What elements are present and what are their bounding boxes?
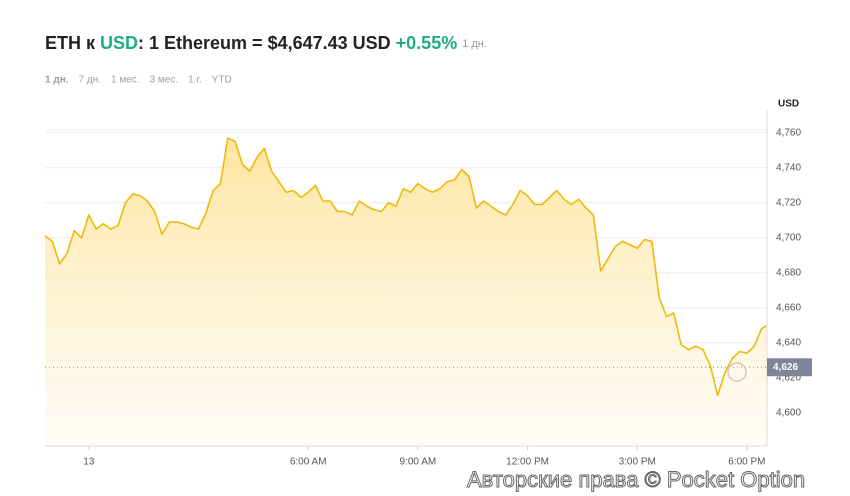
x-tick-label: 6:00 PM — [728, 457, 765, 468]
y-tick-label: 4,600 — [776, 407, 801, 418]
y-tick-label: 4,760 — [776, 127, 801, 138]
range-tab[interactable]: 3 мес. — [150, 75, 179, 86]
x-tick-label: 13 — [83, 457, 95, 468]
y-unit: USD — [778, 99, 799, 110]
y-tick-label: 4,660 — [776, 302, 801, 313]
range-tab[interactable]: 7 дн. — [79, 75, 101, 86]
range-tabs: 1 дн. 7 дн. 1 мес. 3 мес. 1 г. YTD — [45, 75, 232, 86]
title-part: : 1 Ethereum = $4,647.43 USD — [138, 33, 391, 53]
reference-label-box — [767, 358, 812, 377]
chart-title: ETH к USD: 1 Ethereum = $4,647.43 USD +0.5… — [45, 33, 487, 53]
x-tick-label: 6:00 AM — [290, 457, 327, 468]
y-tick-label: 4,680 — [776, 267, 801, 278]
area-fill — [45, 138, 767, 446]
title-part: +0.55% — [396, 33, 458, 53]
range-tab[interactable]: 1 г. — [188, 75, 202, 86]
y-tick-label: 4,720 — [776, 197, 801, 208]
reference-label: 4,626 — [773, 362, 798, 373]
y-tick-label: 4,620 — [776, 372, 801, 383]
y-tick-label: 4,740 — [776, 162, 801, 173]
title-part: ETH к — [45, 33, 96, 53]
plot: 4,600 4,620 4,640 4,660 4,680 4,700 4,720 4,740… — [44, 110, 812, 468]
range-tab[interactable]: 1 дн. — [45, 75, 69, 86]
x-tick-label: 3:00 PM — [619, 457, 656, 468]
title-part: USD — [100, 33, 138, 53]
x-tick-label: 9:00 AM — [400, 457, 437, 468]
range-tab[interactable]: 1 мес. — [111, 75, 140, 86]
title-part: 1 дн. — [462, 38, 487, 50]
price-line — [44, 137, 768, 397]
y-tick-label: 4,700 — [776, 232, 801, 243]
y-tick-label: 4,640 — [776, 337, 801, 348]
logo-icon — [727, 362, 747, 382]
x-tick-label: 12:00 PM — [506, 457, 549, 468]
range-tab[interactable]: YTD — [212, 75, 232, 86]
watermark: Авторские права © Pocket Option — [467, 467, 805, 492]
